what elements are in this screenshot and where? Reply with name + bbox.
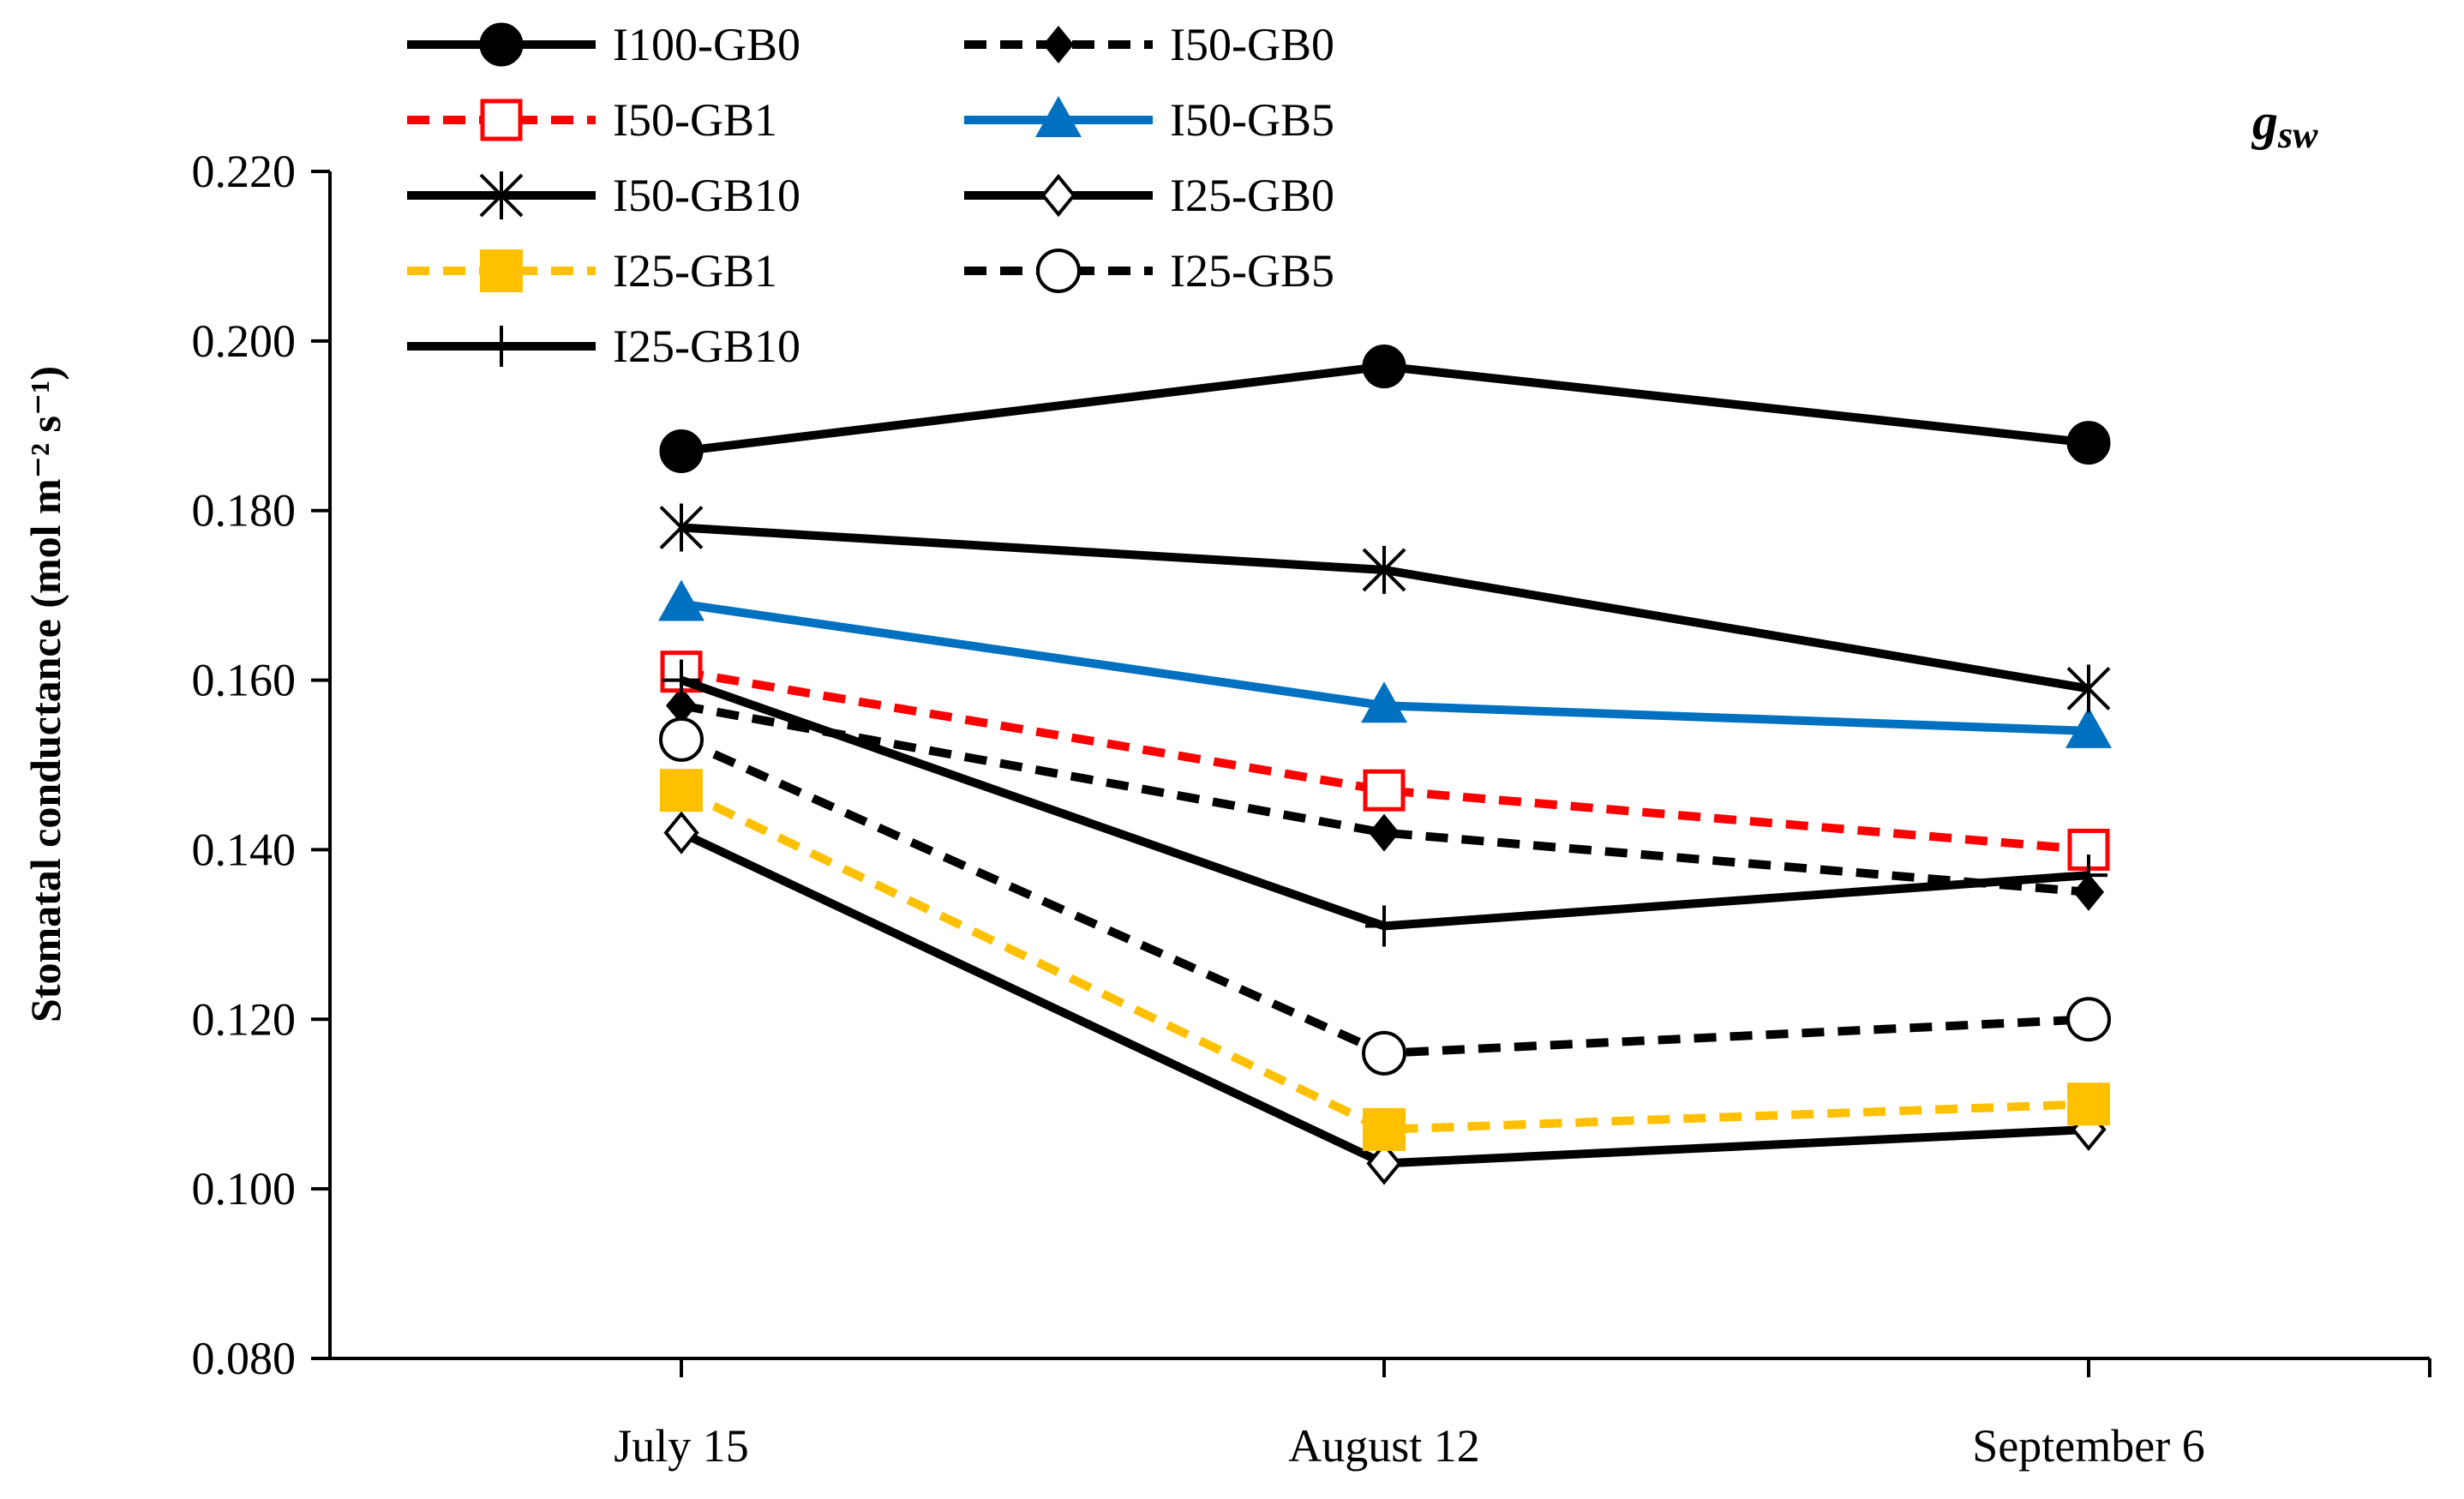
legend-item: I100-GB0 <box>407 19 800 70</box>
data-point <box>658 579 704 621</box>
data-point <box>2067 1082 2110 1126</box>
legend-item: I50-GB0 <box>964 19 1334 70</box>
data-point <box>2066 421 2111 465</box>
legend-swatch-marker <box>483 326 520 367</box>
legend-label: I25-GB1 <box>613 245 777 297</box>
series-i50-gb5 <box>658 579 2112 748</box>
series-line <box>679 786 2089 1134</box>
legend-item: I25-GB5 <box>964 245 1334 297</box>
data-point <box>1361 681 1407 723</box>
y-tick-label: 0.100 <box>192 1163 297 1214</box>
data-point <box>2066 997 2111 1042</box>
data-point <box>660 769 703 812</box>
data-point <box>2065 706 2112 748</box>
y-tick-label: 0.080 <box>192 1333 297 1384</box>
panel-label-subscript: sw <box>2277 114 2318 156</box>
legend-label: I25-GB5 <box>1170 245 1334 297</box>
data-point <box>1362 545 1406 594</box>
data-point <box>1362 1030 1406 1076</box>
legend-label: I50-GB0 <box>1170 19 1334 70</box>
legend-swatch-marker <box>1036 249 1081 293</box>
data-point <box>2066 664 2111 713</box>
legend-label: I50-GB1 <box>613 94 777 146</box>
panel-label-main: g <box>2251 93 2278 150</box>
legend-swatch-marker <box>1040 173 1076 218</box>
legend-label: I25-GB0 <box>1170 170 1334 221</box>
x-tick-label: July 15 <box>614 1420 749 1472</box>
data-point <box>1369 813 1400 852</box>
y-tick-label: 0.200 <box>192 315 297 367</box>
data-point <box>663 811 699 854</box>
legend-swatch-marker <box>1035 96 1082 137</box>
series-layer <box>658 345 2112 1185</box>
data-point <box>659 717 704 762</box>
data-point <box>666 687 697 725</box>
legend-label: I100-GB0 <box>613 19 800 70</box>
legend-item: I25-GB0 <box>964 170 1334 221</box>
data-point <box>1362 345 1406 389</box>
legend-label: I50-GB10 <box>613 170 800 221</box>
series-i25-gb0 <box>663 811 2107 1185</box>
legend-swatch-marker <box>480 99 523 141</box>
y-axis-label: Stomatal conductance (mol m⁻² s⁻¹) <box>21 366 69 1022</box>
legend-swatch-marker <box>480 249 523 292</box>
y-tick-label: 0.160 <box>192 655 297 706</box>
data-point <box>1365 905 1403 947</box>
y-tick-label: 0.120 <box>192 993 297 1045</box>
y-tick-label: 0.140 <box>192 824 297 875</box>
legend: I100-GB0 I50-GB0 I50-GB1 I50-GB5 I50-GB10 I25… <box>407 19 1334 372</box>
axes: 0.080 0.100 0.120 0.140 0.160 0.180 0.200 0.220… <box>192 146 2431 1472</box>
series-i50-gb10 <box>659 503 2111 713</box>
data-point <box>659 503 704 552</box>
series-line <box>680 701 2089 896</box>
data-point <box>2070 854 2107 896</box>
legend-label: I50-GB5 <box>1170 94 1334 146</box>
series-i100-gb0 <box>659 345 2111 473</box>
data-point <box>1363 1107 1406 1151</box>
legend-item: I25-GB10 <box>407 321 800 372</box>
legend-item: I25-GB1 <box>407 245 777 297</box>
legend-item: I50-GB10 <box>407 170 800 221</box>
x-tick-label: August 12 <box>1288 1420 1480 1472</box>
series-i25-gb10 <box>662 659 2107 947</box>
data-point <box>662 659 700 701</box>
data-point <box>1366 1142 1402 1185</box>
legend-label: I25-GB10 <box>613 321 800 372</box>
series-i25-gb5 <box>659 717 2111 1076</box>
y-tick-label: 0.180 <box>192 485 297 537</box>
data-point <box>1363 769 1406 812</box>
x-tick-label: September 6 <box>1972 1420 2204 1472</box>
series-line <box>680 667 2089 854</box>
legend-swatch-marker <box>1043 26 1074 63</box>
panel-label: gsw <box>2251 93 2318 156</box>
series-i50-gb1 <box>660 651 2110 871</box>
legend-item: I50-GB5 <box>964 94 1334 146</box>
series-i25-gb1 <box>660 769 2110 1151</box>
y-tick-label: 0.220 <box>192 146 297 197</box>
data-point <box>659 429 704 473</box>
legend-item: I50-GB1 <box>407 94 777 146</box>
legend-swatch-marker <box>479 171 524 219</box>
legend-swatch-marker <box>479 22 524 67</box>
